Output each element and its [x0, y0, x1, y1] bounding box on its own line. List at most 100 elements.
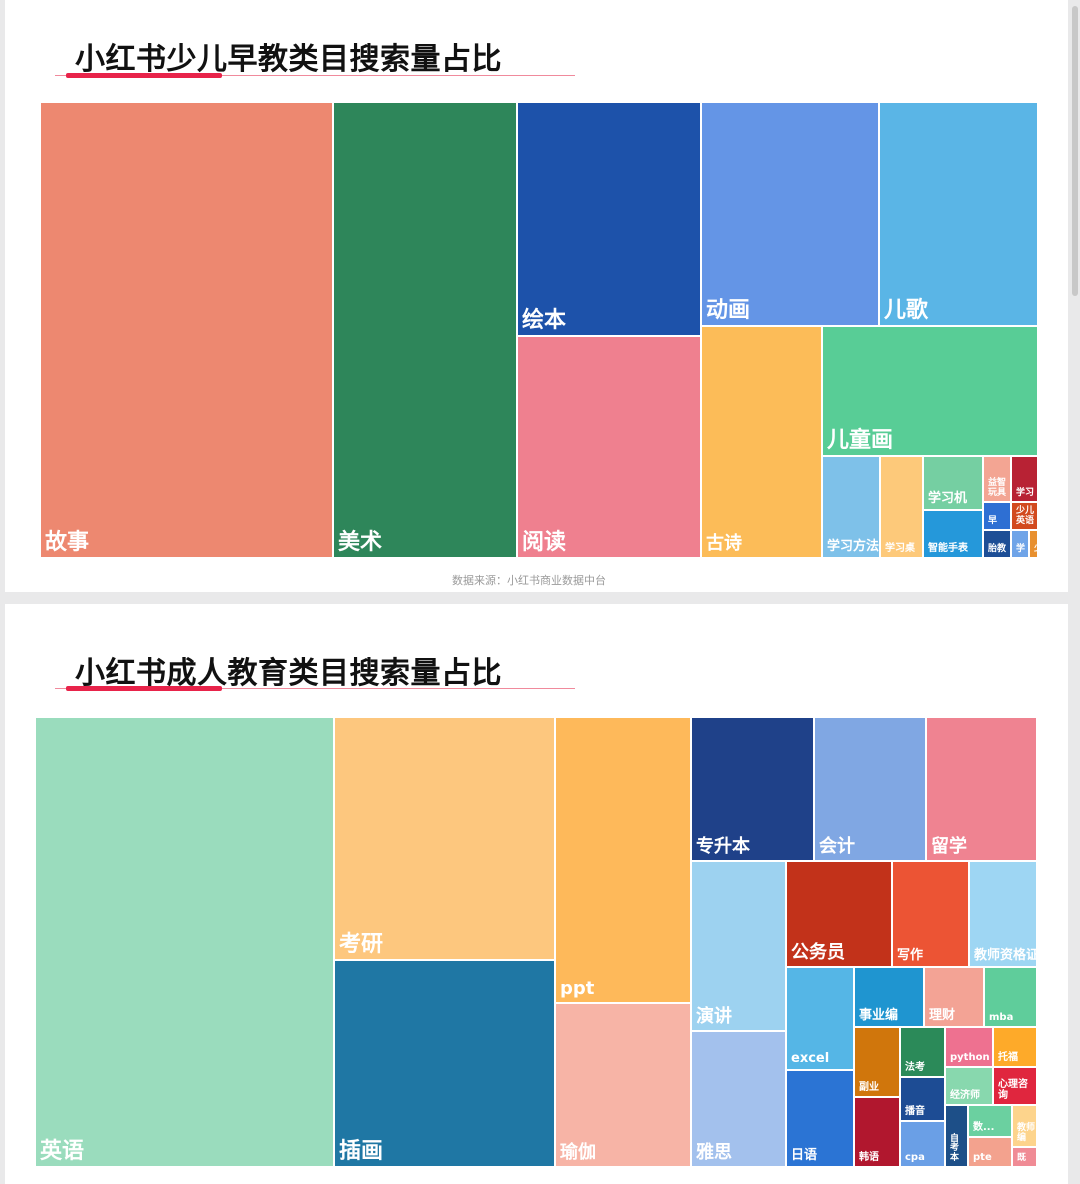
- tile-label: 学习: [1016, 487, 1035, 498]
- tile-label: 学习桌: [885, 542, 915, 554]
- treemap-tile[interactable]: 少儿英语: [1011, 502, 1038, 530]
- tile-label: 儿歌: [884, 297, 929, 323]
- tile-label: 故事: [45, 529, 90, 555]
- treemap-tile[interactable]: 儿童画: [822, 326, 1038, 456]
- tile-label: 会计: [819, 836, 855, 858]
- treemap-tile[interactable]: 阅读: [517, 336, 701, 558]
- data-source-note: 数据来源：小红书商业数据中台: [452, 574, 606, 587]
- treemap-tile[interactable]: 学习桌: [880, 456, 923, 558]
- treemap-tile[interactable]: 少: [1029, 530, 1038, 558]
- tile-label: 理财: [929, 1008, 956, 1024]
- tile-label: 英语: [40, 1138, 85, 1164]
- treemap-tile[interactable]: 插画: [334, 960, 555, 1167]
- treemap-tile[interactable]: 古诗: [701, 326, 822, 558]
- tile-label: 留学: [931, 836, 967, 858]
- tile-label: 韩语: [859, 1151, 879, 1163]
- treemap-tile[interactable]: 教师编: [1012, 1105, 1037, 1147]
- treemap-tile[interactable]: 写作: [892, 861, 969, 967]
- tile-label: cpa: [905, 1151, 925, 1163]
- tile-label: 考研: [339, 931, 384, 957]
- treemap-tile[interactable]: 日语: [786, 1070, 854, 1167]
- tile-label: 瑜伽: [560, 1142, 596, 1164]
- tile-label: 早: [988, 515, 998, 526]
- treemap-tile[interactable]: excel: [786, 967, 854, 1070]
- treemap-tile[interactable]: 故事: [40, 102, 333, 558]
- treemap-tile[interactable]: 学习: [1011, 456, 1038, 502]
- treemap-tile[interactable]: 学习方法: [822, 456, 880, 558]
- tile-label: 播音: [905, 1105, 925, 1117]
- tile-label: excel: [791, 1051, 830, 1067]
- tile-label: 教师编: [1017, 1123, 1036, 1143]
- treemap-tile[interactable]: mba: [984, 967, 1037, 1027]
- tile-label: 经济师: [950, 1089, 980, 1101]
- tile-label: 古诗: [706, 533, 742, 555]
- treemap-tile[interactable]: 英语: [35, 717, 334, 1167]
- title-underline: [55, 688, 575, 689]
- tile-label: python: [950, 1051, 990, 1063]
- treemap-adult: 英语 考研插画 ppt 瑜伽 专升本 会计 留学演讲雅思 公务员 写作 教师资格证 excel 日语 事…: [35, 717, 1037, 1167]
- treemap-tile[interactable]: 美术: [333, 102, 517, 558]
- tile-label: 阅读: [522, 529, 567, 555]
- treemap-tile[interactable]: 经济师: [945, 1067, 993, 1105]
- treemap-tile[interactable]: 心理咨询: [993, 1067, 1037, 1105]
- treemap-tile[interactable]: 副业: [854, 1027, 900, 1097]
- tile-label: 事业编: [859, 1008, 899, 1024]
- treemap-tile[interactable]: 理财: [924, 967, 984, 1027]
- treemap-tile[interactable]: 儿歌: [879, 102, 1038, 326]
- tile-label: 雅思: [696, 1142, 732, 1164]
- treemap-tile[interactable]: 留学: [926, 717, 1037, 861]
- treemap-tile[interactable]: 会计: [814, 717, 926, 861]
- tile-label: 公务员: [791, 942, 845, 964]
- treemap-tile[interactable]: 雅思: [691, 1031, 786, 1167]
- treemap-tile[interactable]: 公务员: [786, 861, 892, 967]
- treemap-tile[interactable]: 早: [983, 502, 1011, 530]
- treemap-tile[interactable]: 数...: [968, 1105, 1012, 1137]
- treemap-tile[interactable]: 考研: [334, 717, 555, 960]
- kids-education-chart-card: 小红书少儿早教类目搜索量占比 故事 美术 绘本 阅读 动画 儿歌 古诗 儿童画 学习方法 学习桌 学…: [5, 0, 1068, 592]
- adult-education-chart-card: 小红书成人教育类目搜索量占比 英语 考研 插画 ppt 瑜伽 专升本 会计 留学 演讲 雅思 公务员…: [5, 604, 1068, 1184]
- treemap-tile[interactable]: 托福: [993, 1027, 1037, 1067]
- treemap-tile[interactable]: 学: [1011, 530, 1029, 558]
- scrollbar-thumb[interactable]: [1072, 6, 1078, 296]
- tile-label: 专升本: [696, 836, 750, 858]
- tile-label: 益智玩具: [988, 478, 1007, 498]
- treemap-tile[interactable]: 既: [1012, 1147, 1037, 1167]
- tile-label: 少儿英语: [1016, 506, 1035, 526]
- title-accent-bar: [66, 73, 222, 78]
- treemap-tile[interactable]: 学习机: [923, 456, 983, 510]
- treemap-tile[interactable]: pte: [968, 1137, 1012, 1167]
- tile-label: ppt: [560, 978, 595, 1000]
- treemap-tile[interactable]: 教师资格证: [969, 861, 1037, 967]
- tile-label: 心理咨询: [998, 1079, 1028, 1101]
- treemap-tile[interactable]: python: [945, 1027, 993, 1067]
- treemap-tile[interactable]: 专升本: [691, 717, 814, 861]
- title-underline: [55, 75, 575, 76]
- tile-label: 少: [1034, 544, 1037, 554]
- scrollbar[interactable]: [1070, 0, 1080, 592]
- treemap-tile[interactable]: 胎教: [983, 530, 1011, 558]
- treemap-tile[interactable]: 法考: [900, 1027, 945, 1077]
- tile-label: 副业: [859, 1081, 879, 1093]
- treemap-kids: 故事 美术 绘本阅读 动画 儿歌古诗 儿童画学习方法 学习桌 学习机智能手表 益智玩具早胎教 学习…: [40, 102, 1038, 558]
- treemap-tile[interactable]: 益智玩具: [983, 456, 1011, 502]
- treemap-tile[interactable]: ppt: [555, 717, 691, 1003]
- treemap-tile[interactable]: cpa: [900, 1121, 945, 1167]
- treemap-tile[interactable]: 动画: [701, 102, 879, 326]
- tile-label: 法考: [905, 1061, 925, 1073]
- title-accent-bar: [66, 686, 222, 691]
- treemap-tile[interactable]: 绘本: [517, 102, 701, 336]
- treemap-tile[interactable]: 播音: [900, 1077, 945, 1121]
- treemap-tile[interactable]: 事业编: [854, 967, 924, 1027]
- tile-label: 数...: [973, 1121, 995, 1133]
- treemap-tile[interactable]: 自考本: [945, 1105, 968, 1167]
- treemap-tile[interactable]: 瑜伽: [555, 1003, 691, 1167]
- tile-label: mba: [989, 1011, 1014, 1023]
- treemap-tile[interactable]: 韩语: [854, 1097, 900, 1167]
- tile-label: 美术: [338, 529, 383, 555]
- treemap-tile[interactable]: 演讲: [691, 861, 786, 1031]
- tile-label: 动画: [706, 297, 751, 323]
- tile-label: 智能手表: [928, 542, 968, 554]
- treemap-tile[interactable]: 智能手表: [923, 510, 983, 558]
- tile-label: 儿童画: [827, 427, 894, 453]
- tile-label: 胎教: [988, 543, 1007, 554]
